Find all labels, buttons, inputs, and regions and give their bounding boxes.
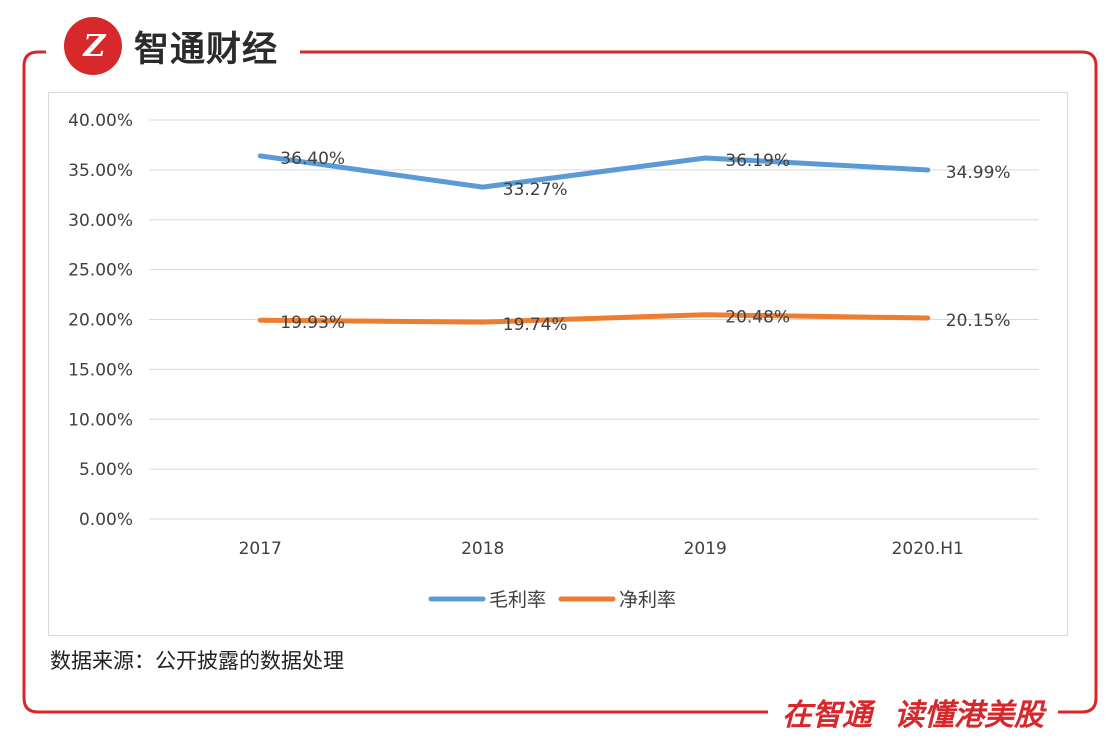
chart-container: 0.00% 5.00% 10.00% 15.00% 20.00% 25.00% 30.00%… [48,92,1068,636]
brand-logo-icon: Z [64,17,122,75]
y-tick-label: 20.00% [68,311,133,331]
data-label: 20.48% [725,308,790,328]
legend-label: 毛利率 [489,589,546,611]
data-label: 36.40% [280,149,345,169]
source-note: 数据来源：公开披露的数据处理 [50,649,344,673]
slogan: 在智通 读懂港美股 [768,690,1058,734]
legend-label: 净利率 [619,589,676,611]
series-line-gross-margin [257,153,931,190]
series-line-net-margin [257,312,931,325]
y-tick-label: 0.00% [79,510,133,530]
data-label: 34.99% [946,163,1011,183]
brand-name: 智通财经 [134,29,279,70]
data-label: 19.74% [503,315,568,335]
y-tick-label: 30.00% [68,211,133,231]
y-tick-label: 25.00% [68,261,133,281]
x-tick-label: 2019 [684,539,727,559]
data-label: 36.19% [725,151,790,171]
brand-logo-mark: Z [83,28,106,64]
y-tick-label: 10.00% [68,410,133,430]
slogan-right: 读懂港美股 [894,698,1044,733]
y-tick-label: 35.00% [68,161,133,181]
y-tick-label: 5.00% [79,460,133,480]
slogan-left: 在智通 [782,698,872,733]
x-tick-label: 2018 [461,539,504,559]
line-chart: 0.00% 5.00% 10.00% 15.00% 20.00% 25.00% 30.00%… [68,111,1039,611]
brand-header: Z 智通财经 [64,14,289,78]
x-tick-label: 2017 [239,539,282,559]
data-label: 20.15% [946,311,1011,331]
y-tick-label: 15.00% [68,360,133,380]
data-label: 33.27% [503,180,568,200]
y-tick-label: 40.00% [68,111,133,131]
data-label: 19.93% [280,313,345,333]
x-tick-label: 2020.H1 [892,539,964,559]
